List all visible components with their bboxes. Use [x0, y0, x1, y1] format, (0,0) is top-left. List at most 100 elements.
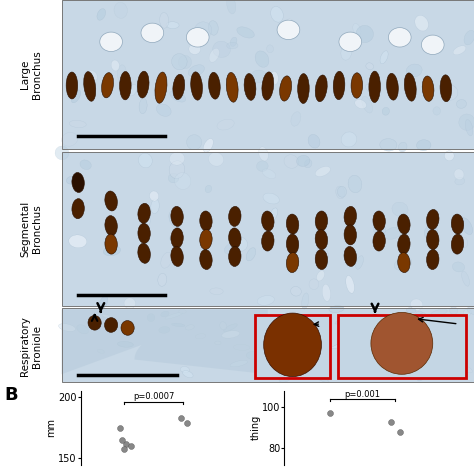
Ellipse shape: [317, 271, 325, 281]
Ellipse shape: [277, 20, 300, 39]
Point: [120, 445, 128, 452]
Point: [396, 428, 404, 436]
Ellipse shape: [263, 169, 276, 179]
Ellipse shape: [387, 73, 398, 100]
Ellipse shape: [462, 365, 473, 373]
Ellipse shape: [311, 334, 319, 342]
Ellipse shape: [421, 35, 444, 55]
Ellipse shape: [224, 324, 237, 331]
Ellipse shape: [222, 331, 240, 338]
Text: p=0.0007: p=0.0007: [133, 392, 174, 401]
Y-axis label: thing: thing: [250, 415, 261, 440]
Ellipse shape: [279, 375, 292, 382]
Ellipse shape: [262, 72, 273, 100]
Ellipse shape: [105, 191, 118, 211]
Point: [118, 436, 126, 444]
Ellipse shape: [373, 211, 385, 231]
Ellipse shape: [187, 135, 202, 150]
Ellipse shape: [159, 327, 170, 333]
Ellipse shape: [456, 100, 466, 108]
Ellipse shape: [220, 322, 227, 330]
Ellipse shape: [124, 298, 136, 309]
Ellipse shape: [339, 339, 356, 349]
Ellipse shape: [368, 315, 382, 328]
Ellipse shape: [149, 191, 159, 201]
Text: Respiratory
Broniole: Respiratory Broniole: [20, 316, 42, 376]
Ellipse shape: [341, 132, 357, 147]
Ellipse shape: [445, 151, 454, 161]
Ellipse shape: [427, 249, 439, 270]
Ellipse shape: [417, 140, 431, 151]
Ellipse shape: [465, 119, 473, 136]
Ellipse shape: [128, 84, 137, 96]
Ellipse shape: [355, 322, 365, 328]
Ellipse shape: [114, 2, 128, 18]
Ellipse shape: [461, 218, 473, 235]
Ellipse shape: [304, 160, 312, 168]
Ellipse shape: [174, 173, 191, 190]
Ellipse shape: [356, 256, 364, 269]
Ellipse shape: [80, 160, 91, 170]
Ellipse shape: [165, 312, 182, 319]
Ellipse shape: [392, 202, 408, 217]
Ellipse shape: [147, 314, 155, 321]
Ellipse shape: [291, 112, 301, 126]
Ellipse shape: [55, 146, 69, 160]
Ellipse shape: [333, 71, 345, 100]
Ellipse shape: [257, 296, 274, 305]
Ellipse shape: [262, 211, 274, 231]
Ellipse shape: [406, 308, 416, 313]
Ellipse shape: [356, 26, 374, 43]
Ellipse shape: [178, 55, 191, 69]
Ellipse shape: [366, 63, 374, 70]
Ellipse shape: [230, 360, 248, 367]
Ellipse shape: [138, 223, 150, 243]
Bar: [62, 308, 474, 382]
Ellipse shape: [360, 349, 374, 358]
Ellipse shape: [419, 313, 426, 320]
Ellipse shape: [298, 73, 309, 103]
Ellipse shape: [398, 234, 410, 254]
Ellipse shape: [371, 312, 433, 374]
Ellipse shape: [422, 76, 434, 101]
Ellipse shape: [210, 288, 223, 294]
Ellipse shape: [462, 271, 469, 286]
Text: B: B: [5, 386, 18, 404]
Ellipse shape: [292, 341, 308, 347]
Ellipse shape: [358, 372, 374, 379]
Ellipse shape: [215, 341, 221, 345]
Ellipse shape: [158, 273, 167, 286]
Ellipse shape: [301, 332, 309, 337]
Ellipse shape: [374, 320, 385, 327]
Ellipse shape: [336, 186, 345, 199]
Text: Segmental
Bronchus: Segmental Bronchus: [20, 201, 42, 256]
Ellipse shape: [195, 334, 206, 339]
Ellipse shape: [433, 107, 440, 115]
Point: [326, 410, 334, 417]
Ellipse shape: [369, 71, 381, 102]
Ellipse shape: [415, 15, 428, 31]
Ellipse shape: [169, 152, 185, 165]
Ellipse shape: [209, 73, 220, 99]
Ellipse shape: [105, 234, 117, 254]
Ellipse shape: [452, 262, 465, 272]
Ellipse shape: [246, 351, 263, 360]
Ellipse shape: [200, 211, 212, 231]
Ellipse shape: [195, 22, 212, 38]
Ellipse shape: [373, 231, 385, 251]
Ellipse shape: [339, 32, 362, 52]
Ellipse shape: [161, 311, 169, 317]
Ellipse shape: [315, 211, 328, 231]
Ellipse shape: [172, 323, 185, 327]
Ellipse shape: [315, 229, 328, 249]
Ellipse shape: [200, 249, 212, 270]
Ellipse shape: [224, 243, 239, 254]
Ellipse shape: [181, 366, 190, 373]
Ellipse shape: [380, 138, 397, 151]
Ellipse shape: [362, 96, 373, 113]
Ellipse shape: [264, 313, 321, 376]
Ellipse shape: [141, 23, 164, 43]
Ellipse shape: [118, 65, 126, 82]
Ellipse shape: [314, 375, 329, 383]
Ellipse shape: [182, 371, 193, 378]
